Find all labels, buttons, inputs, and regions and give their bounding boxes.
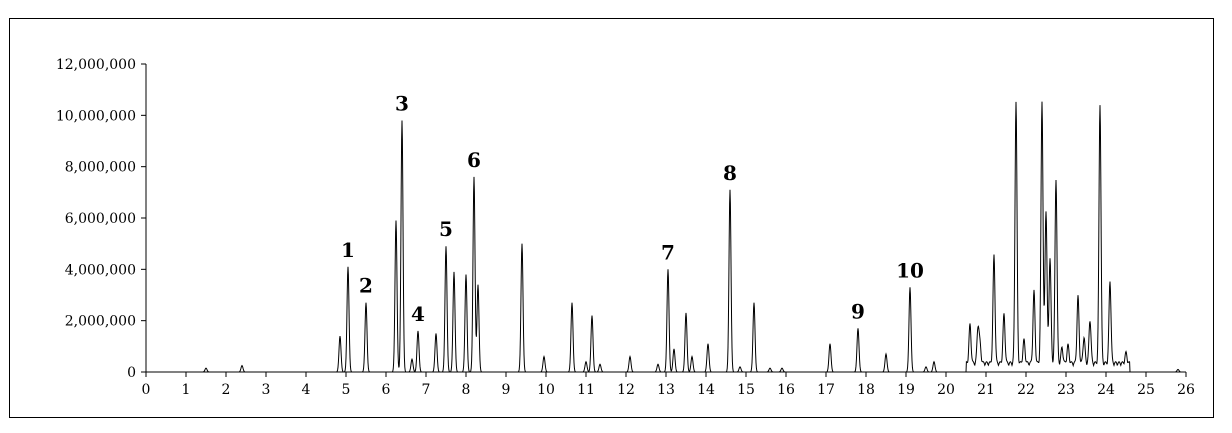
y-tick-label: 8,000,000 [65,160,136,176]
peak-label-group: 12 3 4 5 6 7 8 9 10 [341,91,924,325]
x-tick-label: 22 [1017,382,1035,398]
x-tick-label: 19 [897,382,915,398]
y-tick-label: 0 [127,365,136,381]
x-tick-label: 23 [1057,382,1075,398]
peak-label-7: 7 [661,240,675,264]
chromatogram-trace [146,101,1186,373]
chart-frame: 0 2,000,000 4,000,000 6,000,000 8,000,000 10,… [9,18,1214,418]
chromatogram-chart: 0 2,000,000 4,000,000 6,000,000 8,000,000 10,… [56,57,1195,398]
y-tick-label: 6,000,000 [65,211,136,227]
x-tick-label: 0 [142,382,151,398]
x-tick-label: 20 [937,382,955,398]
peak-label-6: 6 [467,148,481,172]
x-tick-label: 21 [977,382,995,398]
x-tick-label: 17 [817,382,835,398]
x-tick-label: 4 [302,382,311,398]
x-tick-label: 24 [1097,382,1115,398]
peak-label-1: 1 [341,238,355,262]
y-tick-group: 0 2,000,000 4,000,000 6,000,000 8,000,000 10,… [56,57,146,381]
peak-label-9: 9 [851,299,865,323]
x-tick-label: 14 [697,382,715,398]
x-tick-label: 12 [617,382,635,398]
x-tick-group: 0 1 2 3 4 5 6 7 8 9 10 11 12 13 14 15 16 17 18 19 20 21 22 23 24… [142,372,1195,398]
peak-label-2: 2 [359,274,373,298]
x-tick-label: 2 [222,382,231,398]
x-tick-label: 5 [342,382,351,398]
y-tick-label: 2,000,000 [65,314,136,330]
x-tick-label: 7 [422,382,431,398]
peak-label-3: 3 [395,91,409,115]
x-tick-label: 25 [1137,382,1155,398]
x-tick-label: 18 [857,382,875,398]
x-tick-label: 9 [502,382,511,398]
x-tick-label: 13 [657,382,675,398]
y-tick-label: 10,000,000 [56,108,136,124]
peak-label-8: 8 [723,161,737,185]
x-tick-label: 1 [182,382,191,398]
x-tick-label: 16 [777,382,795,398]
x-tick-label: 8 [462,382,471,398]
x-tick-label: 10 [537,382,555,398]
y-tick-label: 4,000,000 [65,262,136,278]
y-tick-label: 12,000,000 [56,57,136,73]
peak-label-5: 5 [439,217,453,241]
x-tick-label: 6 [382,382,391,398]
x-tick-label: 26 [1177,382,1195,398]
x-tick-label: 3 [262,382,271,398]
x-tick-label: 15 [737,382,755,398]
peak-label-10: 10 [896,258,924,282]
peak-label-4: 4 [411,302,425,326]
x-tick-label: 11 [577,382,595,398]
